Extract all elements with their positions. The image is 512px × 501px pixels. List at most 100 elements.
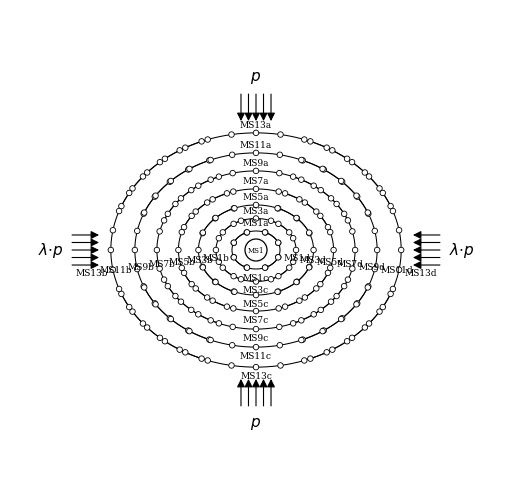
Circle shape <box>153 193 158 199</box>
Circle shape <box>108 248 114 253</box>
Circle shape <box>293 248 299 253</box>
Circle shape <box>244 230 249 236</box>
Circle shape <box>306 265 312 271</box>
Text: MS5d: MS5d <box>316 257 344 266</box>
Circle shape <box>231 221 237 227</box>
Circle shape <box>342 284 347 290</box>
Circle shape <box>168 317 174 322</box>
Circle shape <box>119 292 124 297</box>
Circle shape <box>210 197 216 203</box>
Circle shape <box>277 343 283 348</box>
Circle shape <box>342 211 347 217</box>
Circle shape <box>276 306 282 312</box>
Circle shape <box>232 290 237 295</box>
Circle shape <box>372 228 377 234</box>
Circle shape <box>321 328 327 334</box>
Circle shape <box>244 266 250 271</box>
Text: MS3d: MS3d <box>299 255 326 264</box>
Circle shape <box>216 260 222 265</box>
Circle shape <box>320 167 325 172</box>
Circle shape <box>183 146 188 151</box>
Circle shape <box>177 347 182 353</box>
Circle shape <box>231 255 237 261</box>
Circle shape <box>208 318 214 324</box>
Circle shape <box>179 266 184 271</box>
Circle shape <box>263 265 268 271</box>
Circle shape <box>213 216 218 221</box>
Circle shape <box>302 358 307 364</box>
Circle shape <box>140 321 146 327</box>
Circle shape <box>313 209 319 215</box>
Circle shape <box>268 277 274 283</box>
Circle shape <box>377 186 382 192</box>
Circle shape <box>116 209 122 214</box>
Circle shape <box>296 197 302 203</box>
Circle shape <box>253 169 259 174</box>
Circle shape <box>275 290 280 295</box>
Circle shape <box>317 213 323 219</box>
Circle shape <box>210 298 216 304</box>
Circle shape <box>196 183 201 189</box>
Circle shape <box>200 230 206 236</box>
Circle shape <box>318 308 324 313</box>
Text: MS13b: MS13b <box>75 268 108 277</box>
Circle shape <box>290 260 296 265</box>
Text: MS9c: MS9c <box>243 333 269 342</box>
Circle shape <box>282 304 288 310</box>
Circle shape <box>126 191 132 196</box>
Circle shape <box>141 284 146 290</box>
Circle shape <box>398 248 404 253</box>
Circle shape <box>275 289 281 295</box>
Circle shape <box>216 174 222 180</box>
Circle shape <box>350 267 355 272</box>
Circle shape <box>354 193 359 199</box>
Circle shape <box>321 167 327 173</box>
Circle shape <box>275 221 281 227</box>
Circle shape <box>345 339 350 344</box>
Circle shape <box>224 191 230 197</box>
Circle shape <box>352 248 358 253</box>
Text: MS1c: MS1c <box>243 273 269 282</box>
Circle shape <box>253 203 259 208</box>
Circle shape <box>388 204 393 209</box>
Circle shape <box>253 279 259 285</box>
Circle shape <box>354 194 360 200</box>
Circle shape <box>135 228 140 234</box>
Circle shape <box>204 200 210 206</box>
Circle shape <box>328 299 334 305</box>
Circle shape <box>349 335 355 341</box>
Circle shape <box>152 301 158 307</box>
Circle shape <box>212 280 218 285</box>
Circle shape <box>349 160 355 166</box>
Text: MS13a: MS13a <box>240 121 272 130</box>
Circle shape <box>306 230 312 236</box>
Text: MS11b: MS11b <box>99 265 132 274</box>
Circle shape <box>208 177 214 183</box>
Circle shape <box>153 302 158 308</box>
Circle shape <box>253 151 259 156</box>
Text: MS5b: MS5b <box>168 257 196 266</box>
Text: MS1b: MS1b <box>202 254 229 263</box>
Circle shape <box>185 167 191 173</box>
Circle shape <box>345 157 350 162</box>
Circle shape <box>366 174 372 180</box>
Circle shape <box>328 230 333 235</box>
Circle shape <box>317 282 323 288</box>
Circle shape <box>187 167 192 172</box>
Circle shape <box>325 271 331 276</box>
Circle shape <box>205 137 210 143</box>
Circle shape <box>141 285 147 291</box>
Circle shape <box>231 255 237 261</box>
Circle shape <box>230 171 236 176</box>
Circle shape <box>183 350 188 355</box>
Text: MS1d: MS1d <box>283 254 310 263</box>
Circle shape <box>181 225 187 230</box>
Circle shape <box>157 229 162 234</box>
Circle shape <box>253 327 259 332</box>
Circle shape <box>165 284 170 290</box>
Circle shape <box>189 282 195 288</box>
Circle shape <box>162 339 167 344</box>
Circle shape <box>230 189 236 195</box>
Circle shape <box>320 329 325 334</box>
Circle shape <box>294 280 300 285</box>
